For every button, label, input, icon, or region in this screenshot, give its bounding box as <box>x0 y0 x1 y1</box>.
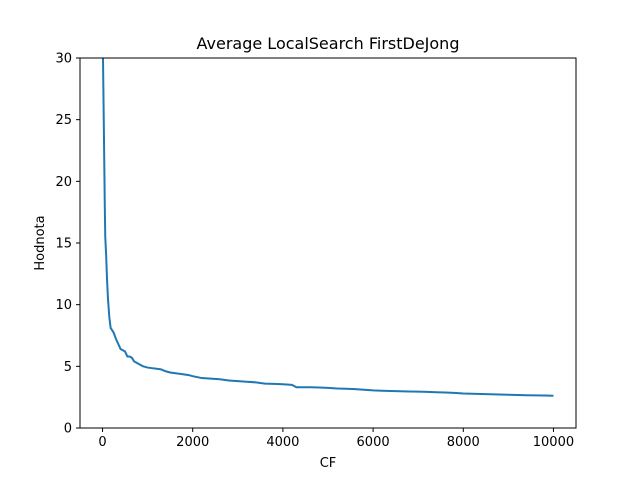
y-tick-label: 0 <box>64 422 72 437</box>
y-axis-label: Hodnota <box>33 215 48 270</box>
y-tick-label: 30 <box>55 52 72 67</box>
x-axis-ticks: 0 2000 4000 6000 8000 10000 <box>98 428 574 450</box>
plot-frame <box>79 57 577 429</box>
x-tick-label: 10000 <box>533 435 574 450</box>
y-axis-ticks: 0 5 10 15 20 25 30 <box>55 52 80 437</box>
x-tick-label: 6000 <box>357 435 390 450</box>
x-tick-label: 2000 <box>176 435 209 450</box>
chart-title: Average LocalSearch FirstDeJong <box>197 34 460 53</box>
y-tick-label: 15 <box>55 237 72 252</box>
x-tick-label: 0 <box>98 435 106 450</box>
y-tick-label: 25 <box>55 113 72 128</box>
y-tick-label: 10 <box>55 298 72 313</box>
x-tick-label: 8000 <box>447 435 480 450</box>
x-axis-label: CF <box>320 456 337 471</box>
x-tick-label: 4000 <box>266 435 299 450</box>
y-tick-label: 5 <box>64 360 72 375</box>
y-tick-label: 20 <box>55 175 72 190</box>
series-line <box>102 57 554 397</box>
plot-area <box>102 57 554 397</box>
